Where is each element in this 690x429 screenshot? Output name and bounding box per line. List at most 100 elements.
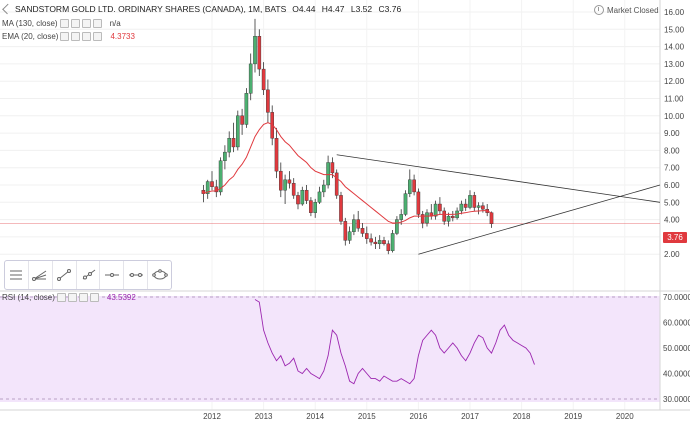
time-tick-label: 2013 <box>255 412 273 421</box>
candle-up <box>218 160 223 193</box>
symbol-title: SANDSTORM GOLD LTD. ORDINARY SHARES (CAN… <box>15 4 287 14</box>
candle-up <box>248 63 253 94</box>
price-tick-label: 14.00 <box>664 43 685 52</box>
candle-up <box>377 240 382 245</box>
candle-up <box>476 205 481 208</box>
time-tick-label: 2016 <box>410 412 428 421</box>
candle-down <box>309 200 313 213</box>
more-icon[interactable] <box>92 19 102 28</box>
candle-down <box>339 195 343 222</box>
open-value: O4.44 <box>292 4 316 14</box>
settings-icon[interactable] <box>67 293 77 302</box>
market-status-text: Market Closed <box>607 5 659 15</box>
rsi-tick-label: 60.0000 <box>663 319 690 328</box>
low-value: L3.52 <box>350 4 373 14</box>
drawing-toolbar[interactable] <box>4 260 172 290</box>
time-tick-label: 2020 <box>616 412 634 421</box>
time-tick-label: 2017 <box>461 412 479 421</box>
candle-up <box>223 151 227 161</box>
candle-up <box>425 212 429 224</box>
ray-line-tool[interactable] <box>77 261 101 289</box>
eye-icon[interactable] <box>60 32 70 41</box>
hamburger-lines-tool[interactable] <box>5 261 29 289</box>
candle-down <box>420 214 425 224</box>
candle-up <box>205 181 210 194</box>
candle-down <box>416 191 421 215</box>
rsi-tick-label: 70.0000 <box>663 293 690 302</box>
candle-up <box>403 193 408 215</box>
close-value: C3.76 <box>378 4 402 14</box>
ema-label: EMA (20, close) <box>2 32 59 41</box>
candle-down <box>304 189 309 201</box>
ma-value: n/a <box>109 19 121 28</box>
rsi-label: RSI (14, close) <box>2 293 55 302</box>
trendlines <box>336 154 661 255</box>
candle-up <box>390 233 395 251</box>
lasso-tool[interactable] <box>148 261 171 289</box>
candle-down <box>412 179 416 193</box>
candle-up <box>433 203 438 217</box>
candle-up <box>322 184 326 193</box>
horizontal-line-tool[interactable] <box>100 261 125 289</box>
ray-line-icon <box>82 269 96 280</box>
candle-down <box>214 186 219 193</box>
price-tick-label: 5.00 <box>664 198 680 207</box>
candle-down <box>261 68 266 91</box>
candle-down <box>270 112 275 139</box>
candle-down <box>343 221 348 241</box>
ema-legend[interactable]: EMA (20, close) 4.3733 <box>2 32 135 41</box>
candle-up <box>235 115 240 148</box>
lasso-icon <box>151 269 168 280</box>
multi-line-tool[interactable] <box>29 261 53 289</box>
more-icon[interactable] <box>89 293 99 302</box>
candle-down <box>386 243 391 251</box>
close-icon[interactable] <box>78 293 88 302</box>
candle-up <box>317 191 322 203</box>
candle-down <box>451 215 455 219</box>
candle-up <box>446 215 451 222</box>
close-icon[interactable] <box>81 19 91 28</box>
price-tick-label: 12.00 <box>664 77 685 86</box>
arrow-line-tool[interactable] <box>124 261 149 289</box>
candle-down <box>274 138 279 172</box>
candle-up <box>347 231 352 241</box>
candle-down <box>369 238 373 243</box>
candle-down <box>489 212 494 224</box>
collapse-legend-icon[interactable] <box>2 3 13 15</box>
candle-down <box>279 170 283 191</box>
trend-line-tool[interactable] <box>53 261 77 289</box>
settings-icon[interactable] <box>70 19 80 28</box>
ema-line <box>203 122 492 224</box>
candle-down <box>266 89 270 113</box>
candle-down <box>463 203 468 208</box>
more-icon[interactable] <box>93 32 103 41</box>
resistance-trendline <box>336 154 661 203</box>
ma-label: MA (130, close) <box>2 19 58 28</box>
ma-legend[interactable]: MA (130, close) n/a <box>2 19 121 28</box>
candle-down <box>296 195 300 205</box>
last-price-label: 3.76 <box>663 232 687 243</box>
candle-up <box>227 138 232 153</box>
candle-down <box>356 219 361 229</box>
candle-down <box>382 240 386 245</box>
price-tick-label: 7.00 <box>664 164 680 173</box>
symbol-legend[interactable]: SANDSTORM GOLD LTD. ORDINARY SHARES (CAN… <box>2 3 405 15</box>
candle-up <box>253 36 257 65</box>
candle-down <box>287 179 292 184</box>
time-tick-label: 2014 <box>306 412 324 421</box>
close-icon[interactable] <box>82 32 92 41</box>
settings-icon[interactable] <box>71 32 81 41</box>
horizontal-line-icon <box>104 273 119 277</box>
rsi-tick-label: 50.0000 <box>663 344 690 353</box>
rsi-legend[interactable]: RSI (14, close) 43.5392 <box>2 293 136 302</box>
eye-icon[interactable] <box>56 293 66 302</box>
candle-down <box>442 210 447 222</box>
candle-up <box>244 93 249 125</box>
candle-down <box>481 205 485 210</box>
eye-icon[interactable] <box>59 19 69 28</box>
price-tick-label: 10.00 <box>664 112 685 121</box>
market-status: Market Closed <box>594 5 659 15</box>
high-value: H4.47 <box>321 4 345 14</box>
